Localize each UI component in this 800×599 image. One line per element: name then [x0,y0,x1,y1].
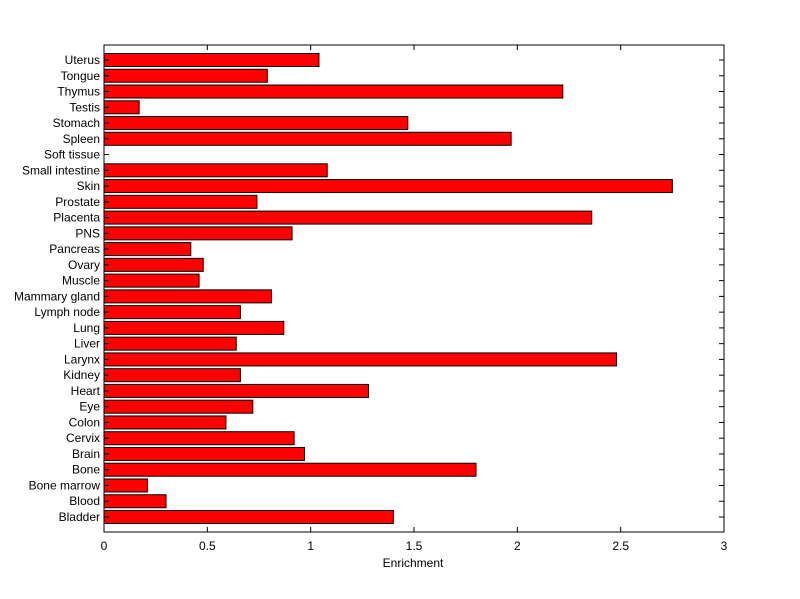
y-tick-label: Prostate [55,195,100,209]
y-tick-label: Soft tissue [44,148,100,162]
bar-kidney [103,368,241,383]
y-tick-label: Tongue [61,69,101,83]
bar-heart [103,383,370,398]
y-tick-label: Kidney [63,368,100,382]
x-ticks-group: 0 0.5 1 1.5 2 2.5 3 [101,45,728,553]
bar-tongue [103,68,268,83]
y-tick-label: Blood [69,494,100,508]
plot-frame [103,44,725,533]
bar-placenta [103,210,593,225]
bar-cervix [103,431,295,446]
bar-thymus [103,84,564,99]
bar-stomach [103,116,409,131]
x-tick-label: 2 [514,539,521,553]
bar-eye [103,399,254,414]
bar-pancreas [103,242,192,257]
y-tick-label: Small intestine [22,163,100,177]
bar-bladder [103,510,394,524]
y-tick-label: Bladder [59,510,100,524]
bar-pns [103,226,293,241]
y-tick-label: Pancreas [49,242,100,256]
bar-muscle [103,273,200,288]
bar-testis [103,100,140,115]
y-tick-label: Uterus [65,53,100,67]
y-tick-label: Thymus [57,85,100,99]
x-tick-label: 2.5 [612,539,629,553]
bar-skin [103,179,673,194]
y-tick-label: Mammary gland [14,289,100,303]
x-tick-label: 3 [721,539,728,553]
x-tick-label: 0.5 [199,539,216,553]
y-tick-label: Ovary [68,258,100,272]
bar-mammary-gland [103,289,272,304]
y-tick-label: Heart [71,384,101,398]
bar-brain [103,446,305,461]
y-tick-label: Stomach [53,116,100,130]
bar-larynx [103,352,618,367]
bar-colon [103,415,227,430]
y-tick-label: Muscle [62,274,100,288]
y-tick-label: Lymph node [34,305,100,319]
x-tick-label: 1.5 [406,539,423,553]
y-tick-label: Skin [77,179,100,193]
bar-prostate [103,194,258,209]
y-tick-label: Bone [72,463,100,477]
bar-bone [103,462,477,477]
y-tick-label: Eye [79,400,100,414]
x-tick-label: 0 [101,539,108,553]
y-tick-label: Liver [74,337,100,351]
y-tick-label: PNS [75,226,100,240]
bar-uterus [103,53,320,67]
y-tick-label: Lung [73,321,100,335]
bar-blood [103,494,167,509]
y-tick-label: Bone marrow [29,478,101,492]
y-tick-label: Colon [69,415,100,429]
bar-spleen [103,131,512,146]
y-tick-label: Testis [69,100,100,114]
bar-liver [103,336,237,351]
y-tick-label: Larynx [64,352,100,366]
bar-lymph-node [103,305,241,320]
bar-bone-marrow [103,478,148,493]
bar-lung [103,320,285,335]
x-tick-label: 1 [307,539,314,553]
y-tick-label: Placenta [53,211,100,225]
x-axis-label: Enrichment [383,556,444,570]
y-tick-label: Spleen [63,132,100,146]
bar-ovary [103,257,204,272]
y-tick-label: Cervix [66,431,100,445]
y-tick-label: Brain [72,447,100,461]
bar-small-intestine [103,163,328,178]
